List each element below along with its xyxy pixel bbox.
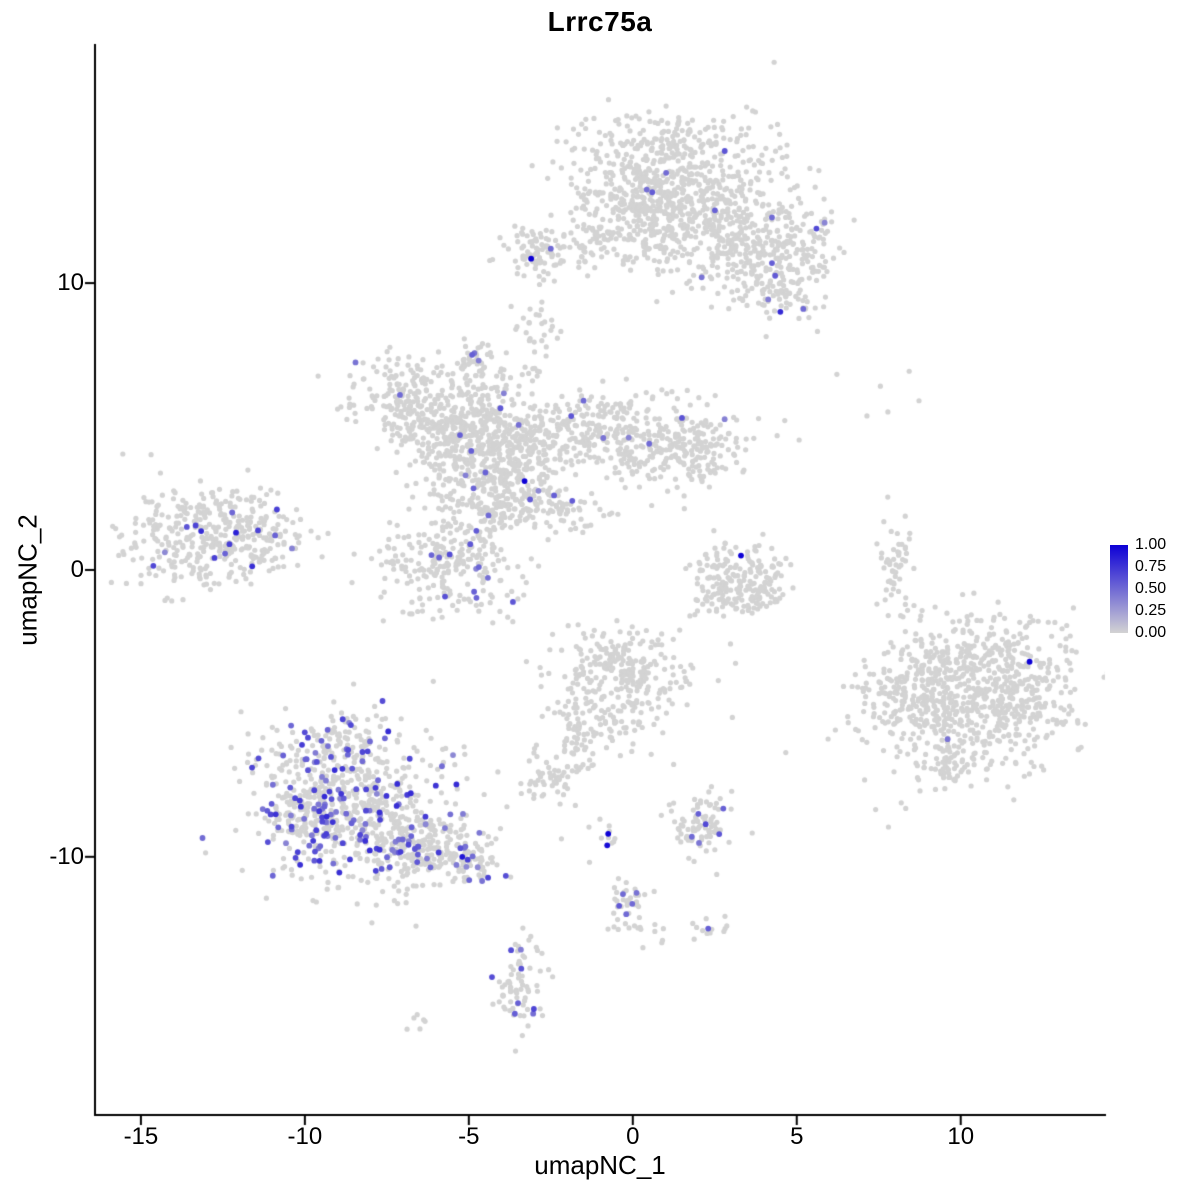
y-tick-label: 0 [70,555,84,583]
x-tick-label: -10 [287,1123,323,1150]
colorbar-tick-label: 0.75 [1135,558,1167,575]
plot-title: Lrrc75a [547,6,653,37]
colorbar-tick-label: 0.50 [1135,580,1167,597]
colorbar-legend: 1.00 0.75 0.50 0.25 0.00 [1110,536,1200,641]
x-tick-label: 0 [626,1123,640,1150]
colorbar-tick-label: 0.00 [1135,624,1167,641]
colorbar-tick-label: 0.25 [1135,602,1167,619]
x-tick-label: -15 [123,1123,159,1150]
y-axis-label: umapNC_2 [12,514,43,646]
y-tick-label: -10 [49,842,84,870]
y-tick-label: 10 [57,269,84,297]
colorbar-gradient [1110,545,1128,633]
x-tick-label: -5 [458,1123,480,1150]
x-tick-label: 5 [790,1123,804,1150]
colorbar-tick-label: 1.00 [1135,536,1167,553]
x-axis-label: umapNC_1 [534,1150,666,1180]
x-tick-label: 10 [947,1123,975,1150]
